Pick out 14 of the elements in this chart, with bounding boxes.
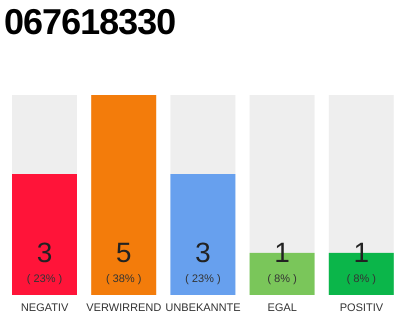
annotation: 5 [116, 237, 132, 268]
data-label: ( 38% ) [106, 273, 142, 285]
x-tick-label: POSITIV [340, 302, 384, 314]
x-tick-label: VERWIRREND [86, 302, 162, 314]
data-label: ( 8% ) [267, 273, 297, 285]
data-label: ( 23% ) [26, 273, 62, 285]
x-tick-label: EGAL [268, 302, 297, 314]
chart-title: 067618330 [4, 0, 176, 44]
data-label: ( 23% ) [185, 273, 221, 285]
annotation: 3 [195, 237, 211, 268]
x-tick-label: NEGATIV [20, 302, 69, 314]
x-tick-label: UNBEKANNTE [165, 302, 241, 314]
data-label: ( 8% ) [346, 273, 376, 285]
annotation: 3 [36, 237, 52, 268]
